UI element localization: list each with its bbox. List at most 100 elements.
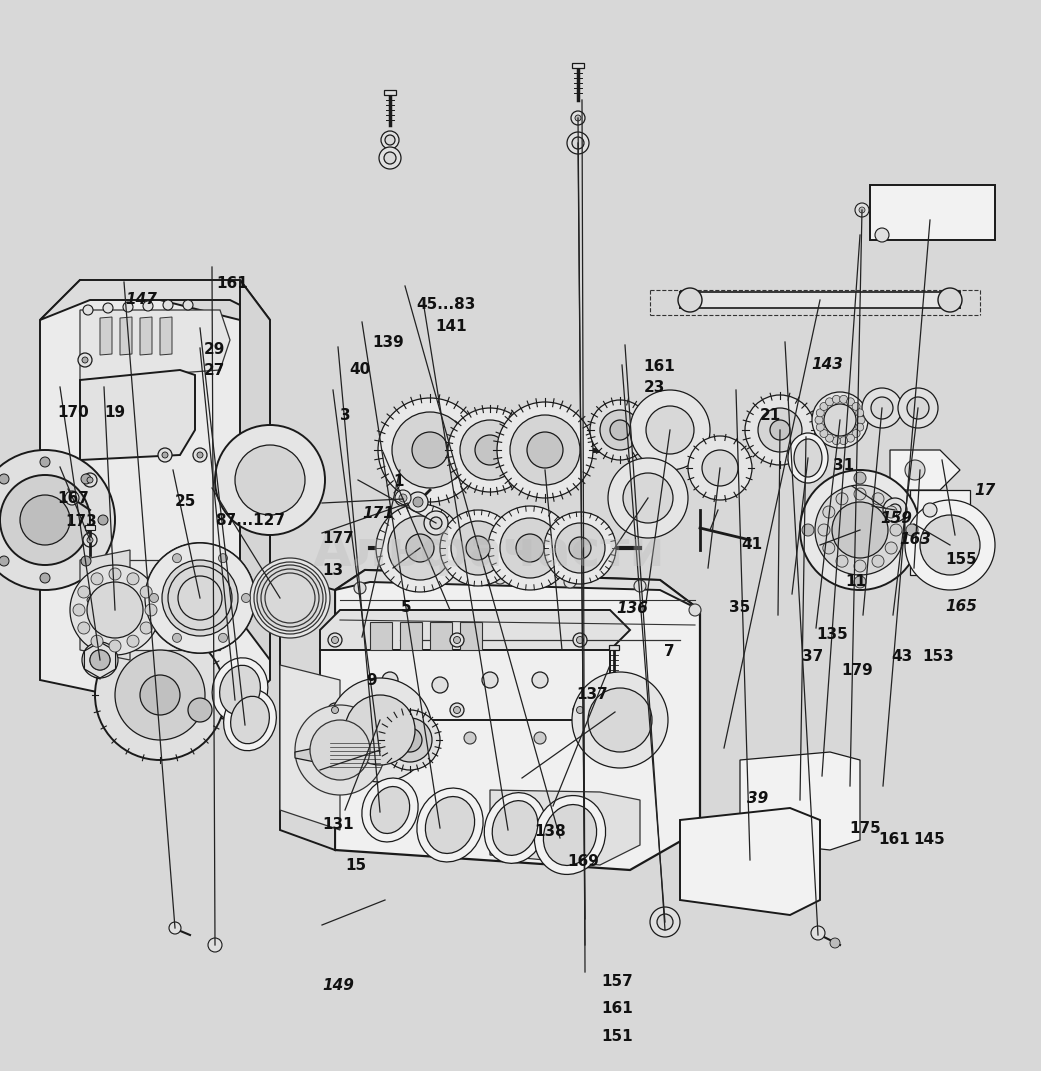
Polygon shape (430, 622, 452, 650)
Polygon shape (310, 720, 610, 760)
Circle shape (83, 305, 93, 315)
Circle shape (745, 395, 815, 465)
Text: 163: 163 (899, 532, 932, 547)
Circle shape (90, 650, 110, 670)
Circle shape (83, 593, 97, 607)
Polygon shape (120, 317, 132, 355)
Circle shape (197, 452, 203, 458)
Circle shape (854, 576, 866, 588)
Text: 145: 145 (913, 832, 944, 847)
Polygon shape (280, 575, 335, 850)
Circle shape (818, 524, 830, 536)
Circle shape (406, 534, 434, 562)
Circle shape (158, 448, 172, 462)
Circle shape (826, 434, 834, 442)
Circle shape (836, 555, 848, 568)
Text: 31: 31 (833, 458, 854, 473)
Circle shape (395, 491, 411, 506)
Circle shape (123, 302, 133, 312)
Circle shape (73, 604, 85, 616)
Circle shape (328, 633, 342, 647)
Circle shape (163, 300, 173, 310)
Circle shape (889, 504, 902, 516)
Circle shape (169, 922, 181, 934)
Polygon shape (384, 90, 396, 95)
Circle shape (853, 429, 860, 437)
Circle shape (688, 436, 752, 500)
Circle shape (650, 907, 680, 937)
Circle shape (183, 300, 193, 310)
Text: 135: 135 (816, 627, 847, 642)
Circle shape (573, 633, 587, 647)
Circle shape (87, 582, 143, 638)
Ellipse shape (362, 778, 418, 842)
Circle shape (258, 565, 322, 630)
Circle shape (87, 597, 93, 603)
Circle shape (65, 491, 79, 506)
Circle shape (532, 672, 548, 688)
Circle shape (833, 437, 840, 444)
Circle shape (379, 147, 401, 169)
Circle shape (331, 707, 338, 713)
Text: 45...83: 45...83 (416, 297, 476, 312)
Text: 23: 23 (643, 380, 665, 395)
Ellipse shape (788, 433, 828, 483)
Circle shape (380, 710, 440, 770)
Circle shape (572, 137, 584, 149)
Text: 153: 153 (922, 649, 954, 664)
Polygon shape (335, 570, 700, 610)
Circle shape (141, 586, 152, 598)
Circle shape (856, 423, 864, 432)
Ellipse shape (416, 788, 483, 862)
Circle shape (413, 497, 423, 507)
Circle shape (78, 622, 90, 634)
Circle shape (830, 938, 840, 948)
Circle shape (822, 506, 835, 518)
Ellipse shape (534, 796, 606, 874)
Ellipse shape (426, 797, 475, 854)
Circle shape (393, 731, 406, 744)
Circle shape (815, 416, 823, 424)
Polygon shape (280, 665, 340, 830)
Circle shape (432, 677, 448, 693)
Circle shape (466, 536, 490, 560)
Circle shape (139, 675, 180, 715)
Text: 35: 35 (729, 600, 750, 615)
Circle shape (430, 517, 442, 529)
Circle shape (824, 404, 856, 436)
Circle shape (193, 448, 207, 462)
Circle shape (812, 392, 868, 448)
Circle shape (577, 636, 584, 644)
Circle shape (820, 403, 828, 410)
Circle shape (856, 409, 864, 417)
Circle shape (567, 132, 589, 154)
Circle shape (295, 705, 385, 795)
Polygon shape (160, 317, 172, 355)
Text: 177: 177 (323, 531, 354, 546)
Circle shape (906, 524, 918, 536)
Circle shape (0, 476, 90, 565)
Circle shape (488, 506, 572, 590)
Circle shape (40, 457, 50, 467)
Circle shape (854, 472, 866, 484)
Circle shape (392, 412, 468, 488)
Circle shape (115, 650, 205, 740)
Text: 131: 131 (323, 817, 354, 832)
Circle shape (608, 458, 688, 538)
Polygon shape (370, 622, 392, 650)
Circle shape (770, 420, 790, 440)
Circle shape (573, 703, 587, 716)
Circle shape (331, 636, 338, 644)
Circle shape (811, 926, 826, 940)
Circle shape (388, 516, 452, 580)
Circle shape (162, 560, 238, 636)
Polygon shape (84, 642, 116, 678)
Text: 155: 155 (945, 552, 976, 567)
Circle shape (168, 565, 232, 630)
Text: Альфачасти: Альфачасти (313, 528, 665, 575)
Circle shape (0, 474, 9, 484)
Circle shape (859, 207, 865, 213)
Text: 1: 1 (393, 474, 404, 489)
Circle shape (178, 576, 222, 620)
Circle shape (90, 650, 110, 670)
